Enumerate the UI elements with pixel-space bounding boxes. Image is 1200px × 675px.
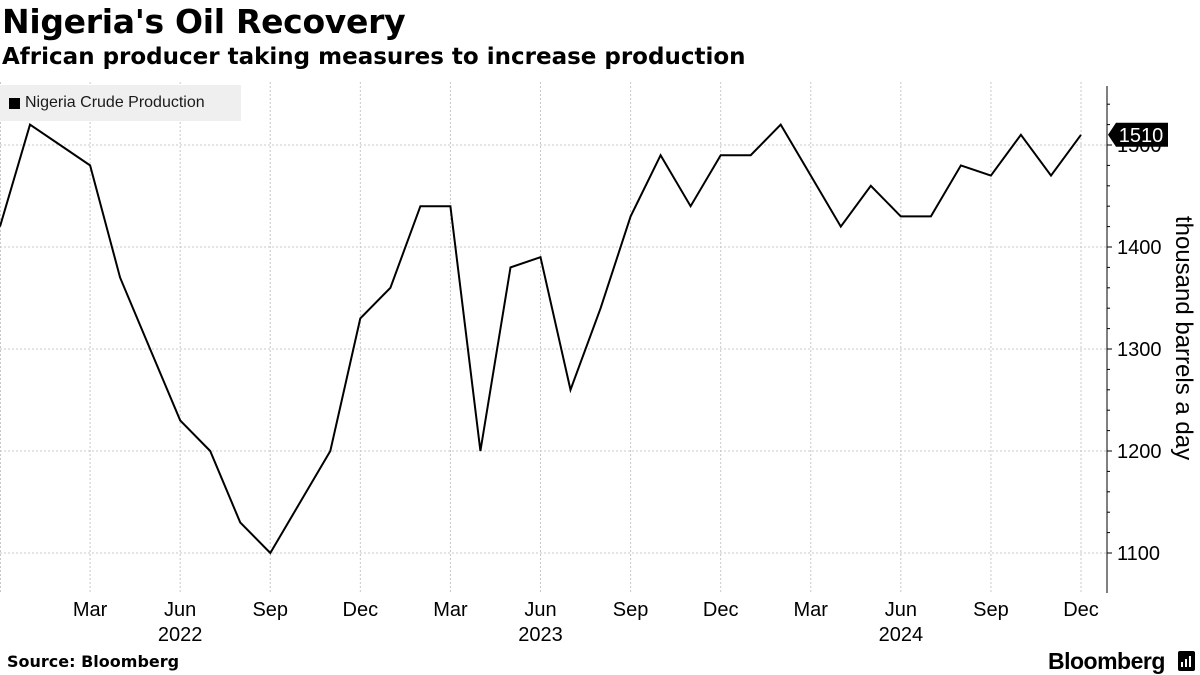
- y-tick-label: 1100: [1117, 543, 1160, 565]
- x-tick-label: Jun: [164, 599, 196, 621]
- y-axis-label: thousand barrels a day: [1170, 216, 1197, 460]
- x-tick-label: Dec: [343, 599, 379, 621]
- x-tick-label: Sep: [613, 599, 649, 621]
- y-tick-label: 1200: [1117, 441, 1162, 463]
- last-value-flag: [1108, 122, 1168, 147]
- source-note: Source: Bloomberg: [7, 652, 180, 671]
- x-tick-label: Mar: [433, 599, 468, 621]
- x-year-label: 2022: [158, 624, 203, 646]
- legend-label: Nigeria Crude Production: [25, 94, 205, 111]
- legend: Nigeria Crude Production: [0, 85, 241, 121]
- brand-logo-text: Bloomberg: [1048, 648, 1165, 674]
- x-tick-label: Jun: [885, 599, 917, 621]
- x-tick-label: Mar: [73, 599, 108, 621]
- series-line: [0, 122, 1082, 555]
- last-value-marker: 1510: [1108, 122, 1168, 147]
- last-value-label: 1510: [1119, 125, 1164, 147]
- chart-subtitle: African producer taking measures to incr…: [2, 44, 746, 70]
- x-axis: Mar Jun 2022 Sep Dec Mar Jun 2023 Sep Dec Mar Jun 20…: [73, 599, 1099, 646]
- x-year-label: 2024: [879, 624, 924, 646]
- x-tick-label: Dec: [703, 599, 739, 621]
- x-tick-label: Sep: [252, 599, 288, 621]
- x-tick-label: Sep: [973, 599, 1009, 621]
- y-tick-label: 1400: [1117, 237, 1162, 259]
- x-tick-label: Jun: [524, 599, 556, 621]
- x-year-label: 2023: [518, 624, 563, 646]
- y-tick-label: 1300: [1117, 339, 1162, 361]
- bloomberg-bars-icon: [1178, 651, 1195, 671]
- x-tick-label: Mar: [794, 599, 829, 621]
- y-axis: 11001200130014001500: [1106, 86, 1162, 593]
- chart-title: Nigeria's Oil Recovery: [2, 2, 406, 41]
- gridlines: [0, 82, 1107, 593]
- legend-swatch: [9, 97, 20, 109]
- series-group: [0, 122, 1082, 555]
- x-tick-label: Dec: [1063, 599, 1099, 621]
